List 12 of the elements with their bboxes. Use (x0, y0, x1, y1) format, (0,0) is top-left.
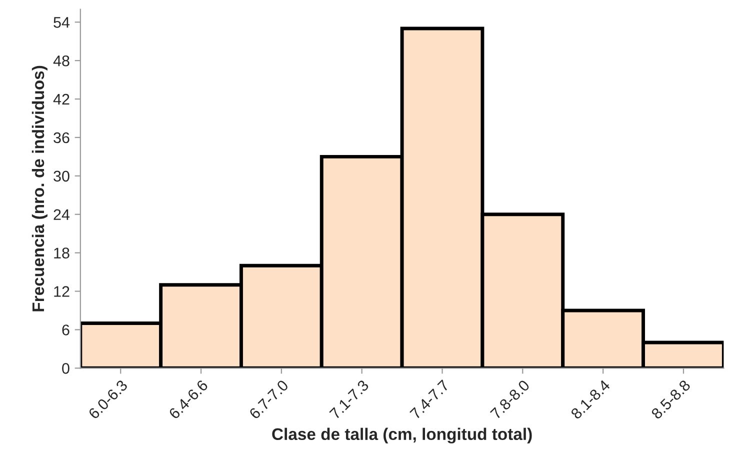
y-tick-label: 42 (53, 94, 70, 105)
y-tick-label: 6 (62, 324, 70, 336)
x-axis-title: Clase de talla (cm, longitud total) (272, 428, 532, 444)
y-axis-title: Frecuencia (nro. de individuos) (32, 66, 48, 312)
y-tick-label: 36 (54, 132, 70, 144)
y-tick-label: 24 (54, 209, 70, 220)
y-tick-label: 48 (53, 55, 70, 66)
y-tick-label: 30 (54, 170, 70, 182)
y-tick-label: 0 (62, 363, 70, 374)
y-tick-label: 54 (54, 17, 70, 28)
y-tick-label: 18 (54, 248, 70, 258)
y-tick-label: 12 (54, 286, 70, 297)
